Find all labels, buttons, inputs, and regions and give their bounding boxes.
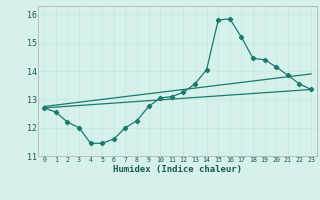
- X-axis label: Humidex (Indice chaleur): Humidex (Indice chaleur): [113, 165, 242, 174]
